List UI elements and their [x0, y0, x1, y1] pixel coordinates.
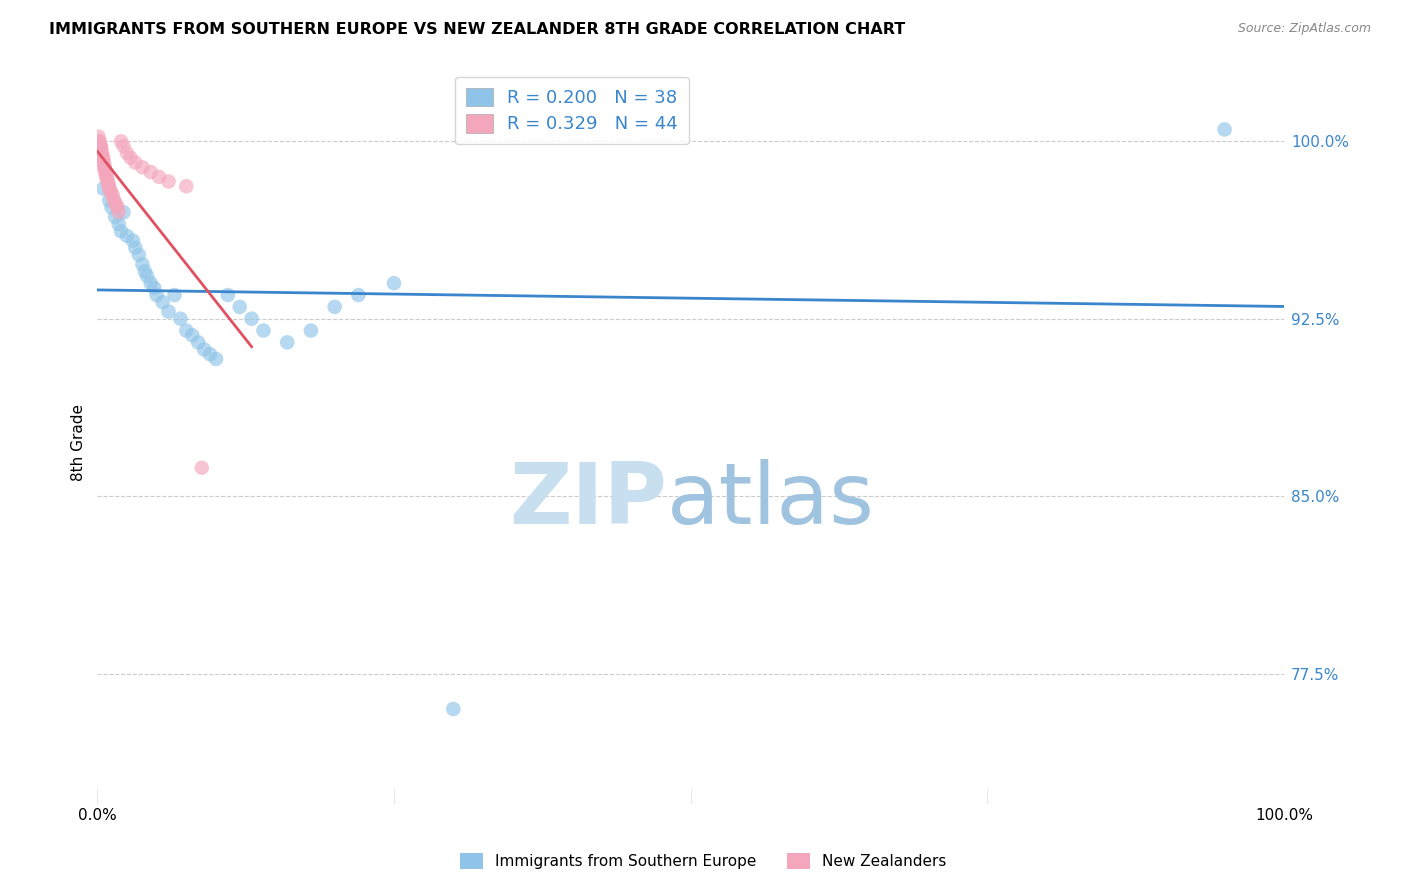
Point — [93, 158, 115, 172]
Point — [96, 172, 118, 186]
Point — [382, 277, 405, 291]
Y-axis label: 8th Grade: 8th Grade — [72, 404, 86, 482]
Point — [100, 184, 122, 198]
Legend: Immigrants from Southern Europe, New Zealanders: Immigrants from Southern Europe, New Zea… — [454, 847, 952, 875]
Point — [112, 139, 135, 153]
Point — [134, 264, 156, 278]
Point — [157, 304, 180, 318]
Point — [181, 328, 204, 343]
Point — [96, 169, 118, 184]
Point — [191, 460, 214, 475]
Point — [110, 134, 132, 148]
Point — [91, 148, 114, 162]
Point — [276, 335, 298, 350]
Point — [323, 300, 346, 314]
Point — [94, 165, 117, 179]
Point — [229, 300, 252, 314]
Point — [131, 257, 153, 271]
Point — [441, 702, 464, 716]
Point — [217, 288, 239, 302]
Point — [104, 195, 127, 210]
Point — [205, 351, 228, 366]
Point — [120, 151, 142, 165]
Point — [198, 347, 221, 361]
Point — [176, 179, 198, 194]
Point — [90, 141, 112, 155]
Text: ZIP: ZIP — [509, 459, 666, 542]
Point — [89, 134, 111, 148]
Point — [104, 210, 127, 224]
Point — [122, 234, 145, 248]
Point — [100, 186, 122, 201]
Point — [90, 139, 112, 153]
Point — [252, 324, 274, 338]
Point — [94, 168, 117, 182]
Point — [107, 205, 129, 219]
Point — [136, 269, 159, 284]
Point — [97, 177, 120, 191]
Point — [193, 343, 215, 357]
Point — [128, 248, 150, 262]
Point — [299, 324, 322, 338]
Text: atlas: atlas — [666, 459, 875, 542]
Point — [115, 146, 138, 161]
Point — [163, 288, 186, 302]
Point — [91, 146, 114, 161]
Point — [347, 288, 370, 302]
Point — [124, 155, 146, 169]
Point — [139, 165, 162, 179]
Point — [157, 174, 180, 188]
Point — [139, 277, 162, 291]
Text: IMMIGRANTS FROM SOUTHERN EUROPE VS NEW ZEALANDER 8TH GRADE CORRELATION CHART: IMMIGRANTS FROM SOUTHERN EUROPE VS NEW Z… — [49, 22, 905, 37]
Point — [93, 162, 115, 177]
Point — [187, 335, 209, 350]
Point — [101, 188, 124, 202]
Point — [103, 194, 125, 208]
Point — [98, 181, 121, 195]
Point — [97, 174, 120, 188]
Point — [105, 198, 128, 212]
Point — [169, 311, 191, 326]
Point — [87, 134, 110, 148]
Point — [107, 217, 129, 231]
Point — [240, 311, 263, 326]
Point — [91, 181, 114, 195]
Point — [112, 205, 135, 219]
Legend: R = 0.200   N = 38, R = 0.329   N = 44: R = 0.200 N = 38, R = 0.329 N = 44 — [456, 77, 689, 145]
Point — [110, 224, 132, 238]
Text: Source: ZipAtlas.com: Source: ZipAtlas.com — [1237, 22, 1371, 36]
Point — [87, 129, 110, 144]
Point — [98, 194, 121, 208]
Point — [115, 228, 138, 243]
Point — [89, 136, 111, 151]
Point — [148, 169, 170, 184]
Point — [107, 201, 129, 215]
Point — [145, 288, 167, 302]
Point — [176, 324, 198, 338]
Point — [98, 179, 121, 194]
Point — [93, 161, 115, 175]
Point — [89, 139, 111, 153]
Point — [90, 144, 112, 158]
Point — [131, 161, 153, 175]
Point — [1213, 122, 1236, 136]
Point — [91, 153, 114, 168]
Point — [91, 155, 114, 169]
Point — [124, 241, 146, 255]
Point — [100, 201, 122, 215]
Point — [143, 281, 166, 295]
Point — [90, 141, 112, 155]
Point — [152, 295, 174, 310]
Point — [91, 151, 114, 165]
